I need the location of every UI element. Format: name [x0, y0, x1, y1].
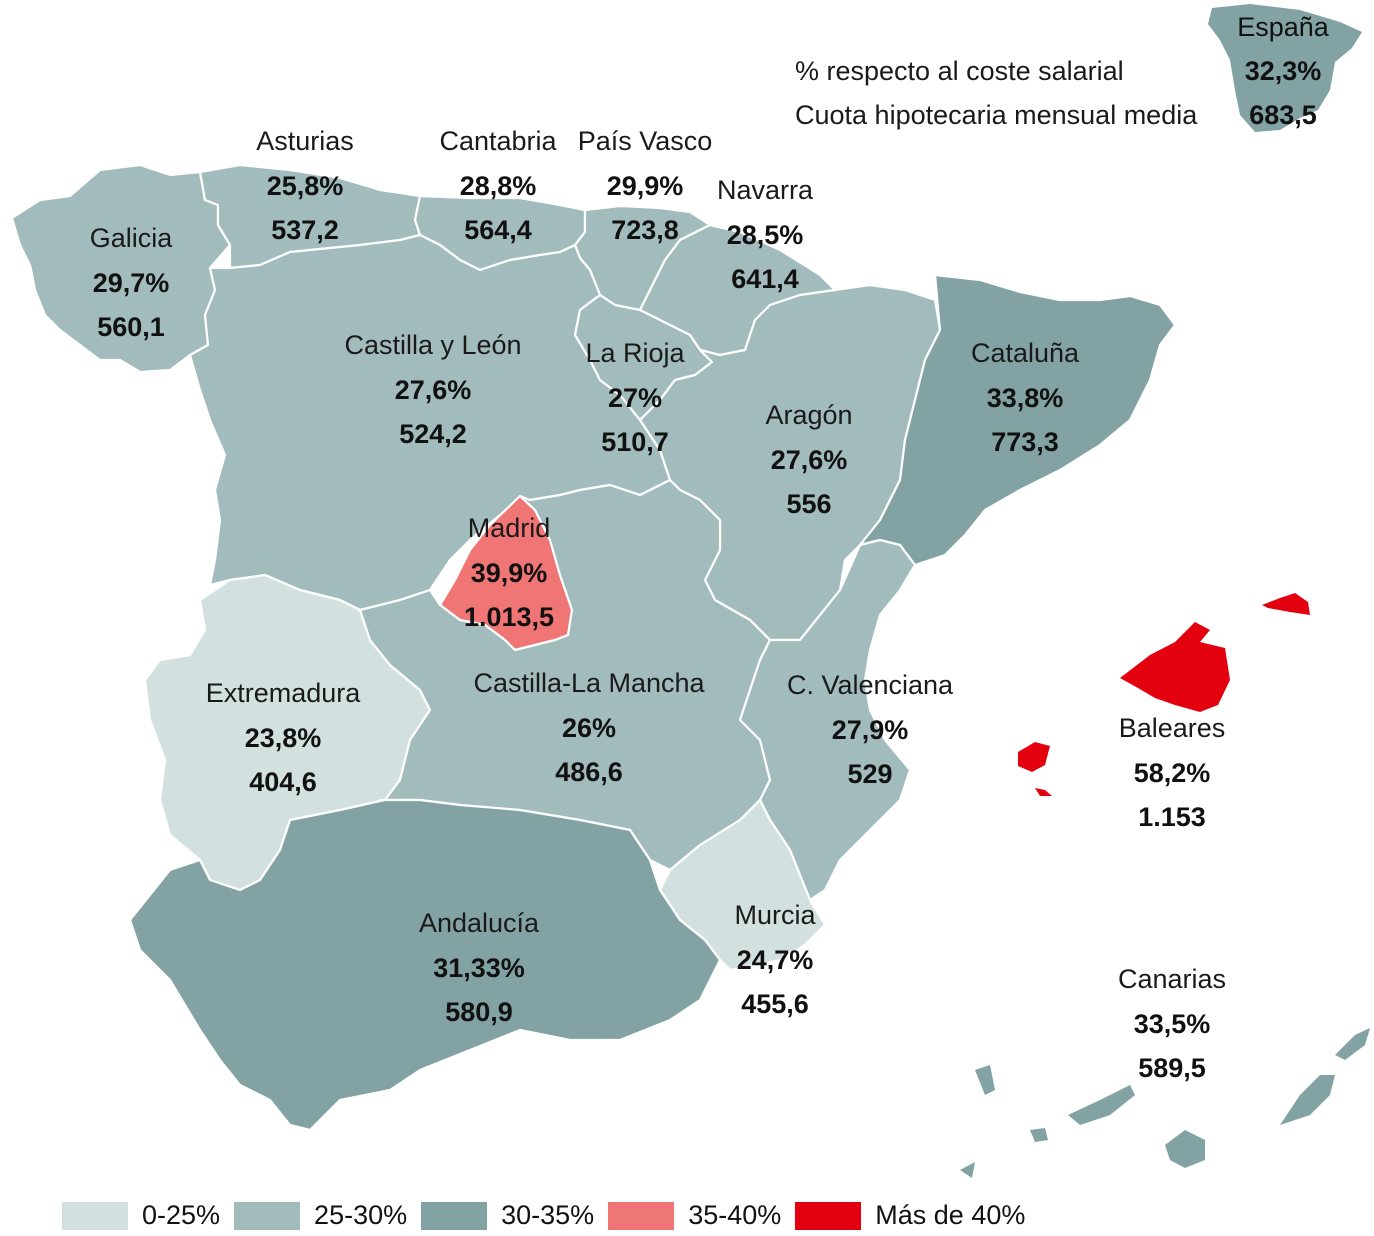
region-name: La Rioja	[585, 338, 685, 368]
region-murcia[interactable]	[658, 798, 827, 972]
region-name: Castilla-La Mancha	[473, 668, 705, 698]
region-pct: 28,5%	[726, 220, 804, 250]
legend-item: 25-30%	[234, 1200, 407, 1231]
metric-2-label: Cuota hipotecaria mensual media	[795, 100, 1198, 130]
region-cuota: 486,6	[555, 757, 623, 787]
region-pct: 27,6%	[770, 445, 848, 475]
region-name: C. Valenciana	[786, 670, 954, 700]
label-castilla-mancha: Castilla-La Mancha 26% 486,6	[473, 670, 704, 786]
region-cuota: 641,4	[731, 264, 799, 294]
region-cuota: 564,4	[464, 215, 532, 245]
region-pct: 58,2%	[1133, 758, 1211, 788]
legend-item: 30-35%	[421, 1200, 594, 1231]
label-baleares: Baleares 58,2% 1.153	[1119, 715, 1226, 831]
legend-label: Más de 40%	[875, 1200, 1026, 1230]
label-andalucia: Andalucía 31,33% 580,9	[419, 910, 539, 1026]
region-pct: 27%	[607, 383, 663, 413]
region-cuota: 524,2	[399, 419, 467, 449]
label-galicia: Galicia 29,7% 560,1	[90, 225, 173, 341]
region-name: Extremadura	[205, 678, 361, 708]
region-cataluna[interactable]	[858, 273, 1177, 567]
label-canarias: Canarias 33,5% 589,5	[1118, 966, 1226, 1082]
region-pct: 33,5%	[1133, 1009, 1211, 1039]
region-name: Cantabria	[439, 126, 557, 156]
region-cuota: 773,3	[991, 427, 1059, 457]
label-la-rioja: La Rioja 27% 510,7	[585, 340, 684, 456]
region-name: Baleares	[1118, 713, 1226, 743]
region-cuota: 556	[786, 489, 832, 519]
label-pais-vasco: País Vasco 29,9% 723,8	[578, 128, 713, 244]
region-cuota: 529	[847, 759, 893, 789]
region-name: Navarra	[716, 175, 814, 205]
legend-swatch	[234, 1201, 301, 1230]
region-pct: 31,33%	[433, 953, 525, 983]
region-pct: 26%	[561, 713, 617, 743]
region-pct: 29,7%	[92, 268, 170, 298]
country-label: España	[1237, 12, 1329, 42]
region-cuota: 1.013,5	[463, 602, 555, 632]
region-name: Galicia	[89, 223, 173, 253]
region-pct: 29,9%	[606, 171, 684, 201]
legend-swatch	[795, 1201, 862, 1230]
legend-label: 0-25%	[142, 1200, 221, 1230]
region-cuota: 1.153	[1138, 802, 1206, 832]
region-baleares[interactable]	[1018, 593, 1310, 796]
region-name: Asturias	[256, 126, 354, 156]
region-name: Aragón	[765, 400, 853, 430]
region-pct: 27,9%	[831, 715, 909, 745]
region-cuota: 589,5	[1138, 1053, 1206, 1083]
legend-item: 0-25%	[62, 1200, 220, 1231]
region-name: Cataluña	[970, 338, 1080, 368]
legend-swatch	[421, 1201, 488, 1230]
region-cuota: 455,6	[741, 989, 809, 1019]
metric-1-label: % respecto al coste salarial	[795, 56, 1124, 86]
region-cuota: 560,1	[97, 312, 165, 342]
color-legend: 0-25% 25-30% 30-35% 35-40% Más de 40%	[62, 1200, 1039, 1231]
label-cantabria: Cantabria 28,8% 564,4	[439, 128, 556, 244]
region-pct: 28,8%	[459, 171, 537, 201]
label-navarra: Navarra 28,5% 641,4	[717, 177, 813, 293]
label-asturias: Asturias 25,8% 537,2	[256, 128, 354, 244]
country-cuota: 683,5	[1249, 100, 1317, 130]
legend-item: 35-40%	[608, 1200, 781, 1231]
region-c-valenciana[interactable]	[738, 538, 917, 902]
region-andalucia[interactable]	[128, 798, 722, 1132]
country-pct: 32,3%	[1244, 56, 1322, 86]
legend-item: Más de 40%	[795, 1200, 1025, 1231]
legend-label: 30-35%	[501, 1200, 595, 1230]
region-pct: 23,8%	[244, 723, 322, 753]
region-pct: 33,8%	[986, 383, 1064, 413]
label-aragon: Aragón 27,6% 556	[765, 402, 852, 518]
legend-swatch	[608, 1201, 675, 1230]
region-name: Andalucía	[418, 908, 540, 938]
spain-inset-map	[1208, 4, 1362, 132]
region-name: Madrid	[467, 513, 551, 543]
label-extremadura: Extremadura 23,8% 404,6	[206, 680, 361, 796]
region-cuota: 404,6	[249, 767, 317, 797]
region-pct: 25,8%	[266, 171, 344, 201]
region-name: Castilla y León	[344, 330, 522, 360]
label-c-valenciana: C. Valenciana 27,9% 529	[787, 672, 953, 788]
legend-label: 25-30%	[314, 1200, 408, 1230]
label-cataluna: Cataluña 33,8% 773,3	[971, 340, 1079, 456]
region-cuota: 723,8	[611, 215, 679, 245]
region-pct: 24,7%	[736, 945, 814, 975]
region-cuota: 510,7	[601, 427, 669, 457]
region-cuota: 537,2	[271, 215, 339, 245]
region-pct: 39,9%	[470, 558, 548, 588]
label-madrid: Madrid 39,9% 1.013,5	[464, 515, 554, 631]
region-name: Murcia	[734, 900, 816, 930]
region-canarias[interactable]	[960, 1028, 1370, 1178]
label-murcia: Murcia 24,7% 455,6	[734, 902, 815, 1018]
label-castilla-leon: Castilla y León 27,6% 524,2	[344, 332, 521, 448]
region-cuota: 580,9	[445, 997, 513, 1027]
legend-swatch	[62, 1201, 128, 1230]
legend-label: 35-40%	[688, 1200, 782, 1230]
region-name: Canarias	[1117, 964, 1227, 994]
region-name: País Vasco	[577, 126, 713, 156]
region-pct: 27,6%	[394, 375, 472, 405]
